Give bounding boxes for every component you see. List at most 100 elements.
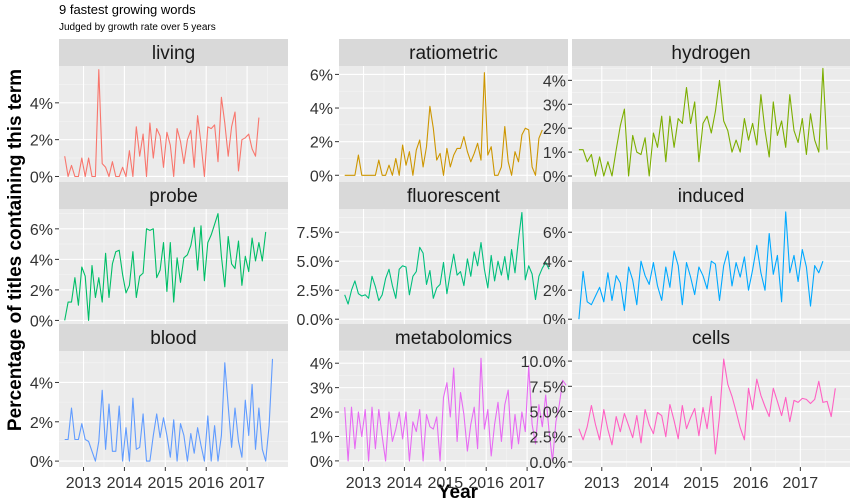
x-tick-label: 2014	[387, 475, 423, 492]
x-tick-label: 2015	[428, 475, 464, 492]
y-tick-label: 4%	[310, 101, 333, 118]
y-tick-label: 1%	[310, 429, 333, 446]
y-tick-label: 2%	[310, 135, 333, 152]
x-tick-label: 2016	[733, 475, 769, 492]
y-tick-label: 0%	[543, 169, 566, 186]
y-tick-label: 5.0%	[530, 405, 566, 422]
y-tick-label: 4%	[30, 252, 53, 269]
facet-label: cells	[692, 328, 730, 349]
y-tick-label: 0.0%	[297, 312, 333, 329]
plot-panel	[572, 209, 850, 325]
series-line-cells	[578, 358, 836, 455]
y-tick-label: 10.0%	[521, 354, 566, 371]
series-line-blood	[64, 358, 274, 462]
y-tick-label: 3%	[543, 97, 566, 114]
facet-strip	[339, 324, 568, 351]
facet-strip	[572, 324, 850, 351]
series-line-living	[64, 69, 260, 178]
x-tick-label: 2015	[683, 475, 719, 492]
series-line-induced	[578, 211, 824, 320]
y-tick-label: 5.0%	[297, 254, 333, 271]
y-tick-label: 2%	[30, 415, 53, 432]
y-tick-label: 0%	[310, 168, 333, 185]
facet-hydrogen: hydrogen 0% 1% 2% 3% 4%	[543, 39, 850, 186]
facet-metabolomics: metabolomics 0% 1% 2% 3% 4% 2013 2014 2015 2016 20…	[310, 324, 568, 492]
x-tick-label: 2017	[229, 475, 265, 492]
y-tick-label: 2.5%	[530, 430, 566, 447]
facet-label: fluorescent	[407, 186, 501, 207]
y-tick-label: 2%	[543, 283, 566, 300]
y-tick-label: 0%	[30, 169, 53, 186]
x-tick-label: 2013	[66, 475, 102, 492]
x-tick-label: 2016	[468, 475, 504, 492]
facet-label: probe	[149, 186, 198, 207]
y-tick-label: 7.5%	[297, 225, 333, 242]
plot-panel	[339, 209, 568, 325]
y-tick-label: 4%	[30, 96, 53, 113]
series-line-metabolomics	[344, 357, 567, 462]
facet-strip	[339, 182, 568, 209]
facet-blood: blood 0% 2% 4% 2013 2014 2015 2016 2017	[30, 324, 288, 492]
plot-panel	[572, 66, 850, 182]
plot-panel	[572, 351, 850, 467]
y-tick-label: 0%	[30, 454, 53, 471]
series-line-fluorescent	[344, 211, 550, 305]
plot-panel	[59, 209, 288, 325]
x-tick-label: 2014	[634, 475, 670, 492]
y-tick-label: 3%	[310, 381, 333, 398]
y-tick-label: 4%	[543, 73, 566, 90]
y-tick-label: 2%	[30, 133, 53, 150]
y-tick-label: 7.5%	[530, 379, 566, 396]
series-line-ratiometric	[344, 72, 543, 176]
x-axis-label: Year	[438, 482, 479, 503]
facet-label: hydrogen	[671, 43, 750, 64]
y-tick-label: 0.0%	[530, 455, 566, 472]
y-tick-label: 2%	[310, 405, 333, 422]
facet-panels: living 0% 2% 4% ratiometric 0% 2% 4% 6% hydrogen 0…	[30, 39, 850, 492]
y-tick-label: 4%	[543, 254, 566, 271]
series-line-probe	[64, 213, 267, 321]
facet-ratiometric: ratiometric 0% 2% 4% 6%	[310, 39, 568, 185]
y-axis-label: Percentage of titles containing this ter…	[5, 69, 26, 431]
x-tick-label: 2013	[346, 475, 382, 492]
y-tick-label: 0%	[310, 454, 333, 471]
facet-strip	[59, 39, 288, 66]
facet-living: living 0% 2% 4%	[30, 39, 288, 186]
facet-fluorescent: fluorescent 0.0% 2.5% 5.0% 7.5%	[297, 182, 568, 329]
y-tick-label: 2.5%	[297, 283, 333, 300]
facet-strip	[572, 39, 850, 66]
series-line-hydrogen	[578, 67, 828, 177]
y-tick-label: 4%	[310, 356, 333, 373]
y-tick-label: 6%	[543, 225, 566, 242]
facet-probe: probe 0% 2% 4% 6%	[30, 182, 288, 330]
x-tick-label: 2017	[509, 475, 545, 492]
chart-subtitle: Judged by growth rate over 5 years	[59, 22, 216, 33]
x-tick-label: 2014	[107, 475, 143, 492]
x-tick-label: 2013	[584, 475, 620, 492]
y-tick-label: 0%	[30, 313, 53, 330]
y-tick-label: 2%	[543, 121, 566, 138]
y-tick-label: 2%	[30, 283, 53, 300]
facet-strip	[59, 182, 288, 209]
facet-label: living	[152, 43, 195, 64]
y-tick-label: 4%	[30, 375, 53, 392]
plot-panel	[339, 66, 568, 182]
x-tick-label: 2016	[188, 475, 224, 492]
facet-strip	[339, 39, 568, 66]
y-tick-label: 6%	[310, 67, 333, 84]
x-tick-label: 2015	[148, 475, 184, 492]
facet-label: blood	[150, 328, 197, 349]
y-tick-label: 6%	[30, 222, 53, 239]
chart-title: 9 fastest growing words	[59, 2, 196, 17]
facet-label: ratiometric	[409, 43, 498, 64]
facet-label: induced	[678, 186, 745, 207]
facet-label: metabolomics	[395, 328, 512, 349]
y-tick-label: 1%	[543, 145, 566, 162]
facet-cells: cells 0.0% 2.5% 5.0% 7.5% 10.0% 2013 2014 2015 20…	[521, 324, 850, 492]
x-tick-label: 2017	[783, 475, 819, 492]
facet-strip	[59, 324, 288, 351]
facet-strip	[572, 182, 850, 209]
plot-panel	[59, 66, 288, 182]
